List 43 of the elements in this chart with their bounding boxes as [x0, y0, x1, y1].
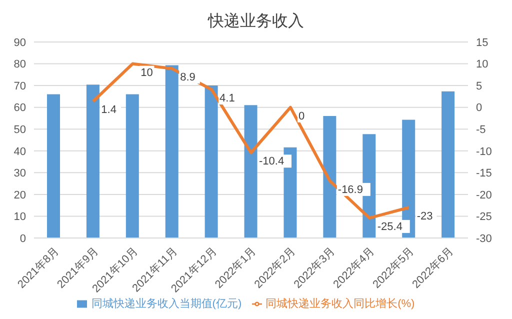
line-series [92, 62, 410, 220]
y2-tick-label: -15 [476, 168, 492, 180]
data-label: 0 [298, 110, 305, 122]
bar [126, 94, 139, 238]
y-tick-label: 50 [14, 124, 26, 136]
y2-tick-label: 0 [476, 102, 482, 114]
bar [323, 116, 336, 238]
data-label: -10.4 [259, 156, 284, 168]
data-label: 4.1 [220, 92, 235, 104]
data-label: 8.9 [180, 72, 196, 84]
bar [402, 120, 416, 238]
y-tick-label: 20 [14, 189, 26, 202]
legend-label: 同城快递业务收入同比增长(%) [266, 298, 415, 310]
bar [47, 94, 60, 238]
y2-tick-label: -20 [476, 189, 492, 202]
legend-label: 同城快递业务收入当期值(亿元) [91, 298, 242, 310]
data-label: -25.4 [377, 220, 402, 233]
data-label: 1.4 [101, 104, 116, 116]
y-tick-label: 30 [14, 168, 26, 180]
y2-tick-label: 10 [476, 58, 488, 71]
y2-tick-label: 15 [476, 36, 488, 49]
y2-tick-label: -30 [476, 232, 492, 245]
y-tick-label: 70 [14, 80, 26, 92]
bar [204, 86, 218, 238]
y-tick-label: 40 [14, 146, 26, 158]
y2-tick-label: 5 [476, 80, 482, 92]
y2-tick-label: -10 [476, 146, 492, 158]
bar [284, 147, 297, 238]
y-tick-label: 10 [14, 211, 26, 224]
data-label: -23 [416, 210, 433, 223]
y2-tick-label: -25 [476, 211, 492, 224]
chart-title: 快递业务收入 [206, 12, 305, 32]
data-label: -16.9 [338, 184, 363, 196]
y-tick-label: 80 [14, 58, 26, 71]
bar [442, 91, 455, 238]
bar [86, 84, 100, 238]
y-tick-label: 60 [14, 102, 26, 114]
y2-tick-label: -5 [476, 124, 486, 136]
y-tick-label: 90 [14, 36, 26, 49]
bar [165, 65, 178, 238]
bar [244, 105, 258, 238]
data-label: 10 [140, 66, 153, 79]
y-tick-label: 0 [20, 232, 26, 245]
